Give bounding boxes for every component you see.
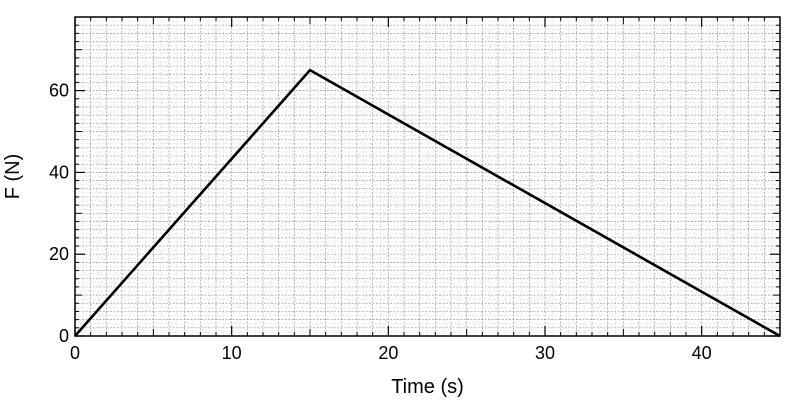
minor-grid xyxy=(75,17,780,336)
x-tick-labels: 0 10 20 30 40 xyxy=(70,343,712,363)
y-tick-labels: 0 20 40 60 xyxy=(49,81,69,346)
y-tick-label: 20 xyxy=(49,244,69,264)
x-tick-label: 20 xyxy=(378,343,398,363)
y-tick-label: 60 xyxy=(49,81,69,101)
series-layer xyxy=(74,68,781,338)
axis-ticks xyxy=(74,17,780,337)
major-grid xyxy=(75,17,780,336)
series-line-0 xyxy=(74,68,781,338)
plot-frame xyxy=(74,16,781,337)
x-axis-label: Time (s) xyxy=(391,376,464,398)
y-axis-label: F (N) xyxy=(2,154,24,200)
x-tick-label: 10 xyxy=(222,343,242,363)
y-tick-label: 40 xyxy=(49,162,69,182)
y-tick-label: 0 xyxy=(59,326,69,346)
x-tick-label: 40 xyxy=(692,343,712,363)
x-tick-label: 30 xyxy=(535,343,555,363)
x-tick-label: 0 xyxy=(70,343,80,363)
